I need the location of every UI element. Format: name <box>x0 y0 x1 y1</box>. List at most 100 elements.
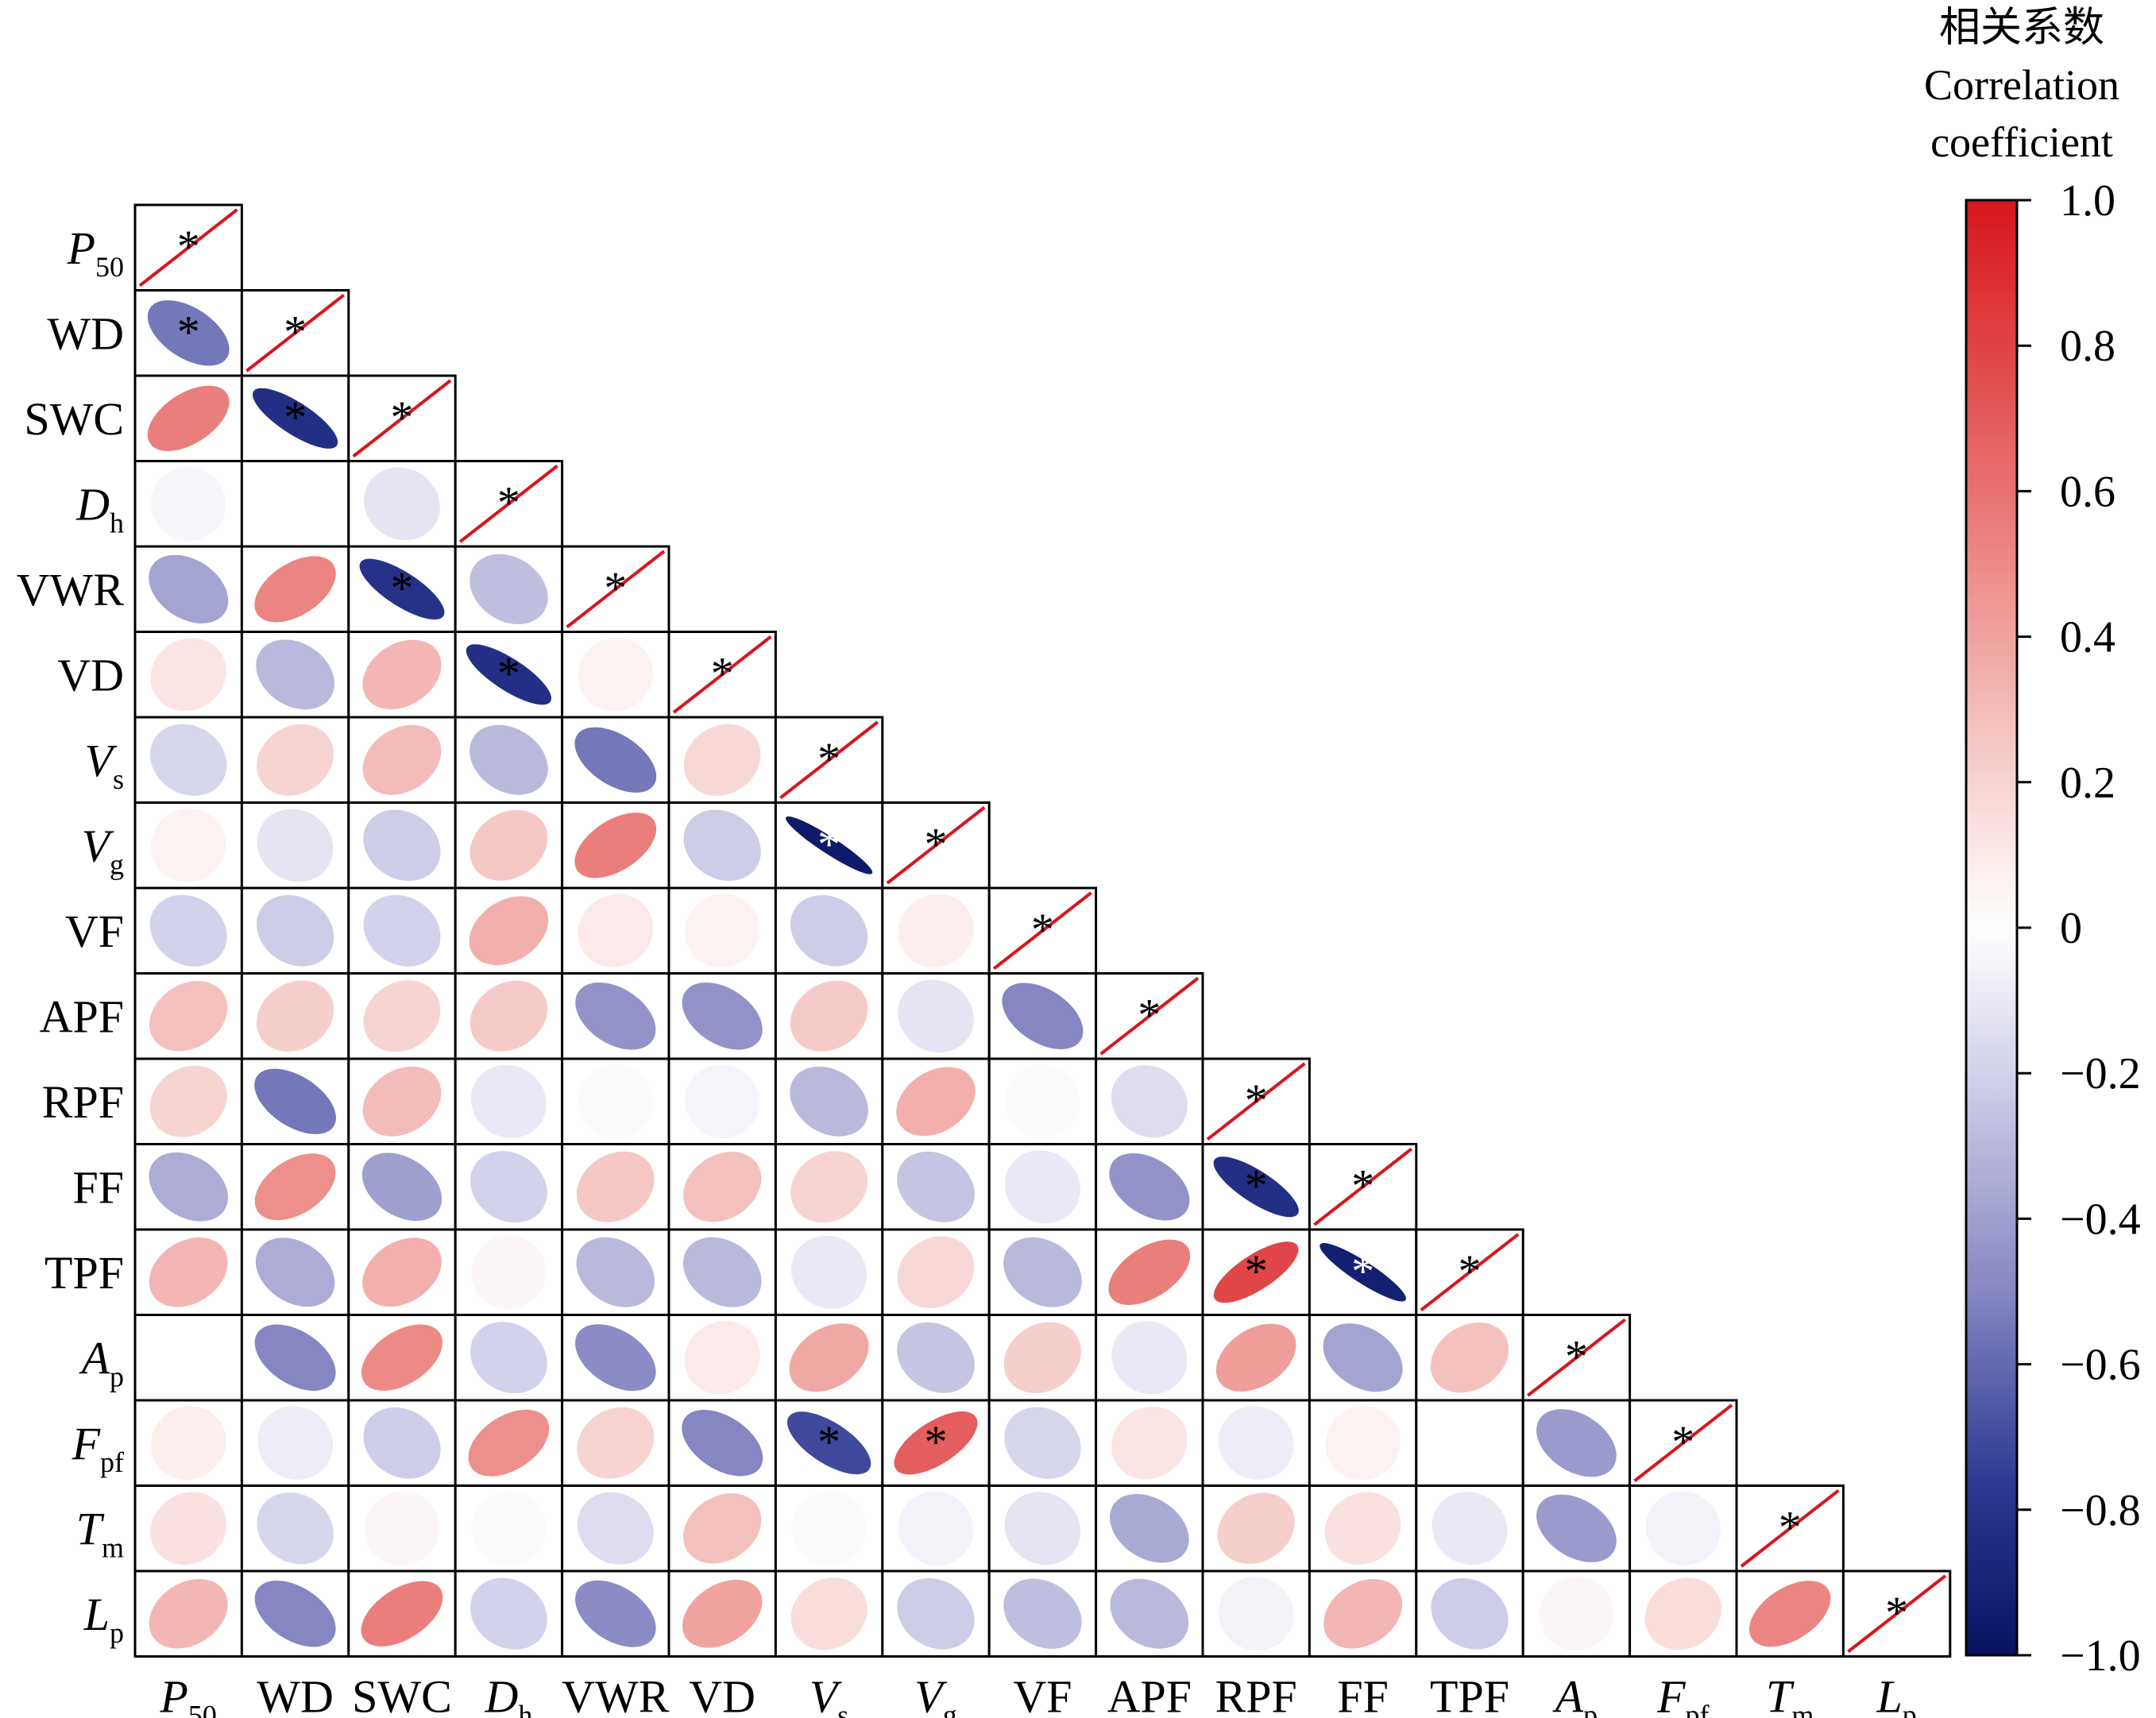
correlation-ellipse <box>1431 1577 1509 1650</box>
matrix-cell <box>1521 1484 1632 1573</box>
matrix-cell <box>133 1228 243 1316</box>
correlation-ellipse <box>786 1411 871 1475</box>
matrix-cell <box>987 1399 1098 1487</box>
y-axis-label-main: SWC <box>24 393 124 445</box>
significance-star: * <box>1138 989 1161 1040</box>
correlation-ellipse <box>1109 1152 1190 1221</box>
matrix-cell <box>454 886 564 975</box>
x-axis-label: TPF <box>1430 1671 1509 1718</box>
matrix-cell <box>133 1057 243 1145</box>
correlation-ellipse <box>147 385 230 451</box>
matrix-cell <box>347 972 457 1060</box>
correlation-ellipse <box>363 1407 441 1479</box>
correlation-ellipse <box>1644 1577 1721 1650</box>
matrix-cell <box>1201 1569 1311 1658</box>
correlation-ellipse <box>257 894 334 967</box>
significance-star: * <box>1351 1160 1374 1211</box>
correlation-ellipse <box>257 1492 334 1565</box>
correlation-ellipse <box>470 1064 547 1138</box>
correlation-ellipse <box>254 1324 336 1391</box>
correlation-ellipse <box>1005 1064 1080 1139</box>
matrix-cell <box>561 1484 670 1573</box>
correlation-ellipse <box>1004 1407 1081 1479</box>
matrix-cell <box>133 1484 243 1573</box>
matrix-cell <box>133 1143 243 1231</box>
matrix-cell: * <box>1201 1057 1311 1145</box>
correlation-ellipse <box>149 1152 228 1222</box>
matrix-cell: * <box>1308 1143 1418 1231</box>
matrix-cell <box>347 1399 457 1487</box>
matrix-cell <box>240 1484 350 1573</box>
matrix-cell <box>881 1228 991 1316</box>
matrix-cell <box>133 374 243 462</box>
x-axis-label: Tm <box>1766 1671 1814 1718</box>
correlation-ellipse <box>898 979 974 1053</box>
correlation-ellipse <box>1213 1241 1299 1303</box>
matrix-cell <box>1095 1569 1204 1658</box>
matrix-cell <box>1735 1569 1845 1658</box>
correlation-ellipse <box>469 1577 547 1650</box>
matrix-cell <box>240 1399 350 1487</box>
matrix-cell <box>1095 1484 1204 1573</box>
y-axis-label-subscript: m <box>102 1531 124 1563</box>
significance-star: * <box>177 306 200 357</box>
correlation-matrix: * * * * * * * * * * * * * * * * * * * * * * * * * * * <box>133 203 1952 1658</box>
matrix-cell <box>667 1057 777 1145</box>
correlation-ellipse <box>364 1491 439 1566</box>
significance-star: * <box>1779 1501 1802 1553</box>
correlation-ellipse <box>469 1322 547 1394</box>
matrix-cell: * <box>454 631 564 719</box>
significance-star: * <box>284 392 307 443</box>
x-axis-label-main: F <box>1656 1671 1686 1718</box>
y-axis-label: SWC <box>24 393 124 445</box>
y-axis-label: Fpf <box>71 1418 124 1478</box>
x-axis-label: Fpf <box>1656 1671 1709 1718</box>
diagonal-line <box>886 805 986 885</box>
matrix-cell <box>454 1314 564 1402</box>
y-axis-label-main: APF <box>40 990 124 1042</box>
matrix-cell <box>133 801 243 890</box>
x-axis-label-main: WD <box>257 1671 334 1718</box>
correlation-ellipse <box>577 1492 654 1565</box>
significance-star: * <box>817 1416 840 1468</box>
matrix-cell <box>1201 1484 1311 1573</box>
significance-star: * <box>177 221 200 272</box>
significance-star: * <box>1459 1245 1482 1297</box>
matrix-cell <box>240 1143 350 1231</box>
matrix-cell <box>987 1057 1098 1145</box>
matrix-cell <box>774 1143 884 1231</box>
correlation-ellipse <box>1536 1494 1617 1562</box>
matrix-cell <box>667 1569 777 1658</box>
matrix-cell <box>133 460 243 548</box>
matrix-cell <box>454 545 564 633</box>
diagonal-line <box>352 379 452 458</box>
matrix-cell <box>1308 1484 1418 1573</box>
x-axis-label-subscript: m <box>1791 1700 1814 1718</box>
correlation-ellipse <box>1111 1321 1188 1395</box>
matrix-cell <box>1095 1143 1204 1231</box>
matrix-cell: * <box>240 289 350 377</box>
correlation-ellipse <box>786 816 873 874</box>
correlation-ellipse <box>791 1235 867 1309</box>
matrix-cell: * <box>133 289 243 377</box>
x-axis-label-main: VD <box>689 1671 755 1718</box>
correlation-ellipse <box>1111 1065 1188 1138</box>
correlation-ellipse <box>791 1491 867 1566</box>
correlation-ellipse <box>1430 1322 1509 1393</box>
y-axis-label: FF <box>72 1161 124 1213</box>
correlation-ellipse <box>149 1237 228 1307</box>
matrix-cell <box>561 1057 670 1145</box>
correlation-ellipse <box>684 1321 760 1395</box>
colorbar-ticks: 1.0 0.8 0.6 0.4 0.2 0 −0.2 −0.4 −0.6 −0.8 −1.0 <box>2017 176 2141 1681</box>
colorbar-tick-label: 0.4 <box>2060 613 2115 662</box>
matrix-cell <box>987 972 1098 1060</box>
x-axis-label: Vs <box>809 1671 848 1718</box>
x-axis-label-subscript: h <box>518 1700 532 1718</box>
significance-star: * <box>604 562 627 614</box>
matrix-cell <box>774 1484 884 1573</box>
x-axis-label: VWR <box>562 1671 670 1718</box>
matrix-cell <box>133 716 243 804</box>
matrix-cell <box>667 886 777 975</box>
y-axis-label-main: A <box>79 1332 110 1384</box>
